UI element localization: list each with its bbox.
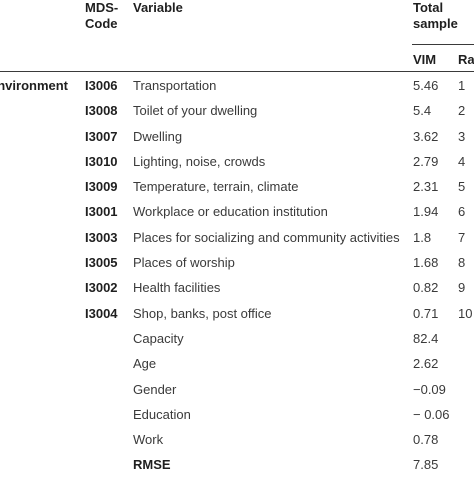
row-rank-cell: 2 bbox=[458, 103, 466, 119]
row-rank-cell: 7 bbox=[458, 229, 466, 245]
table-row: I3003 Places for socializing and communit… bbox=[0, 229, 474, 254]
row-rank-cell: 1 bbox=[458, 78, 466, 93]
table-row: Education − 0.06 bbox=[0, 406, 474, 431]
row-vim-cell: 3.62 bbox=[413, 128, 439, 144]
row-vim-cell: 0.82 bbox=[413, 280, 439, 296]
row-vim-cell: 2.79 bbox=[413, 153, 439, 169]
header-mds-code: MDS- Code bbox=[85, 0, 119, 31]
row-code-cell: I3006 bbox=[85, 78, 118, 93]
row-variable-cell: Capacity bbox=[133, 330, 184, 346]
table-row: I3010 Lighting, noise, crowds 2.79 4 bbox=[0, 153, 474, 178]
row-code-cell: I3001 bbox=[85, 204, 118, 220]
table-row: Gender −0.09 bbox=[0, 381, 474, 406]
table-row: environment I3006 Transportation 5.46 1 bbox=[0, 77, 474, 102]
row-variable-cell: Age bbox=[133, 356, 157, 372]
row-variable-cell: Toilet of your dwelling bbox=[133, 103, 258, 119]
row-vim-cell: 5.46 bbox=[413, 78, 439, 93]
row-group-cell: environment bbox=[0, 78, 69, 93]
row-vim-cell: 2.31 bbox=[413, 179, 439, 195]
header-rank: Ra bbox=[458, 52, 474, 67]
row-code-cell: I3004 bbox=[85, 305, 118, 321]
row-variable-cell: Places for socializing and community act… bbox=[133, 229, 400, 245]
row-variable-cell: Education bbox=[133, 406, 191, 422]
header-total-sample: Total sample bbox=[413, 0, 458, 31]
row-vim-cell: 1.8 bbox=[413, 229, 432, 245]
table-row: I3005 Places of worship 1.68 8 bbox=[0, 254, 474, 279]
table-row: I3001 Workplace or education institution 1… bbox=[0, 203, 474, 228]
table-row: I3009 Temperature, terrain, climate 2.31 5 bbox=[0, 178, 474, 203]
row-variable-cell: Gender bbox=[133, 381, 177, 397]
table-row: Age 2.62 bbox=[0, 355, 474, 380]
row-variable-cell: Dwelling bbox=[133, 128, 183, 144]
header-variable: Variable bbox=[133, 0, 183, 15]
row-vim-cell: 5.4 bbox=[413, 103, 432, 119]
row-code-cell: I3009 bbox=[85, 179, 118, 195]
row-variable-cell: RMSE bbox=[133, 457, 171, 473]
table-row: Capacity 82.4 bbox=[0, 330, 474, 355]
row-vim-cell: 1.68 bbox=[413, 255, 439, 271]
row-variable-cell: Health facilities bbox=[133, 280, 221, 296]
row-variable-cell: Workplace or education institution bbox=[133, 204, 328, 220]
row-variable-cell: Work bbox=[133, 432, 164, 448]
table-row: RMSE 7.85 bbox=[0, 456, 474, 481]
row-rank-cell: 6 bbox=[458, 204, 466, 220]
header-vim: VIM bbox=[413, 52, 437, 67]
row-rank-cell: 8 bbox=[458, 255, 466, 271]
row-rank-cell: 4 bbox=[458, 153, 466, 169]
row-variable-cell: Temperature, terrain, climate bbox=[133, 179, 299, 195]
table-row: Work 0.78 bbox=[0, 431, 474, 456]
row-vim-cell: 7.85 bbox=[413, 457, 439, 473]
row-rank-cell: 3 bbox=[458, 128, 466, 144]
row-vim-cell: 0.78 bbox=[413, 432, 439, 448]
row-rank-cell: 5 bbox=[458, 179, 466, 195]
row-vim-cell: −0.09 bbox=[413, 381, 446, 397]
row-code-cell: I3002 bbox=[85, 280, 118, 296]
row-variable-cell: Transportation bbox=[133, 78, 217, 93]
row-vim-cell: 2.62 bbox=[413, 356, 439, 372]
row-vim-cell: − 0.06 bbox=[413, 406, 450, 422]
row-code-cell: I3007 bbox=[85, 128, 118, 144]
row-vim-cell: 0.71 bbox=[413, 305, 439, 321]
table-row: I3002 Health facilities 0.82 9 bbox=[0, 279, 474, 304]
row-code-cell: I3005 bbox=[85, 255, 118, 271]
row-code-cell: I3003 bbox=[85, 229, 118, 245]
table-row: I3004 Shop, banks, post office 0.71 10 bbox=[0, 305, 474, 330]
row-code-cell: I3010 bbox=[85, 153, 118, 169]
table-row: I3007 Dwelling 3.62 3 bbox=[0, 128, 474, 153]
row-vim-cell: 82.4 bbox=[413, 330, 439, 346]
row-variable-cell: Shop, banks, post office bbox=[133, 305, 272, 321]
row-rank-cell: 9 bbox=[458, 280, 466, 296]
table-body: environmentI3006Transportation5.461I3008… bbox=[0, 77, 474, 482]
header-rule bbox=[0, 71, 474, 72]
row-variable-cell: Places of worship bbox=[133, 255, 235, 271]
subheader-rule bbox=[412, 44, 474, 45]
row-vim-cell: 1.94 bbox=[413, 204, 439, 220]
row-rank-cell: 10 bbox=[458, 305, 473, 321]
row-code-cell: I3008 bbox=[85, 103, 118, 119]
row-variable-cell: Lighting, noise, crowds bbox=[133, 153, 266, 169]
table-row: I3008 Toilet of your dwelling 5.4 2 bbox=[0, 102, 474, 127]
